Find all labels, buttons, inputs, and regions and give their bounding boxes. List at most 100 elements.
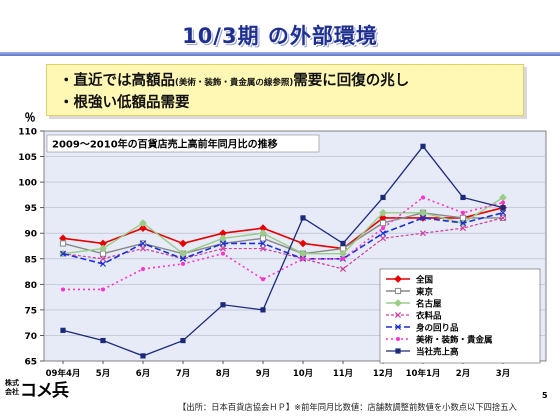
data-point: [260, 307, 266, 313]
y-tick-label: 70: [24, 332, 37, 342]
data-point: [180, 337, 186, 344]
data-point: [419, 214, 427, 221]
series-line: [62, 196, 504, 255]
data-point: [500, 205, 506, 211]
data-point: [394, 287, 402, 295]
data-point: [179, 239, 187, 248]
y-tick-label: 65: [24, 358, 37, 368]
data-point: [421, 195, 425, 200]
data-point: [139, 219, 147, 227]
x-tick-label: 12月: [373, 369, 393, 379]
data-point: [221, 251, 225, 256]
data-point: [139, 240, 147, 247]
data-point: [459, 225, 467, 232]
data-point: [60, 327, 66, 333]
data-point: [59, 250, 67, 257]
data-point: [219, 245, 227, 252]
data-point: [59, 240, 67, 247]
line-chart: 65 70 75 80 85 90 95 100 105 110 ％ 09年4月 5月 6月 7月 8月 9月 1…: [18, 111, 547, 379]
data-point: [339, 265, 347, 273]
title-divider: [0, 52, 560, 56]
bullet-1-main: ・直近では高額品: [59, 73, 175, 89]
page-number: 5: [542, 391, 548, 400]
legend-label: 名古屋: [416, 299, 442, 310]
data-point: [259, 240, 267, 247]
data-point: [394, 323, 402, 331]
data-point: [99, 244, 107, 253]
logo-mark: コメ兵: [20, 381, 69, 401]
y-tick-label: 100: [18, 179, 37, 189]
logo-small-text: 株式会社: [5, 379, 19, 396]
x-tick-label: 9月: [256, 369, 270, 379]
data-point: [299, 239, 307, 248]
x-tick-label: 6月: [136, 369, 150, 379]
legend-label: 全国: [415, 275, 433, 286]
data-point: [99, 255, 107, 262]
y-tick-label: 85: [24, 255, 37, 265]
x-tick-label: 2月: [456, 369, 470, 379]
data-point: [101, 287, 105, 292]
data-point: [141, 267, 145, 271]
data-point: [419, 208, 427, 217]
legend-label: 衣料品: [416, 311, 442, 322]
company-logo: 株式会社 コメ兵: [4, 379, 94, 401]
data-point: [61, 287, 65, 292]
data-point: [381, 226, 385, 231]
data-point: [419, 230, 427, 237]
data-point: [341, 256, 345, 261]
y-tick-label: 95: [24, 204, 37, 214]
source-note: 【出所：日本百貨店協会ＨＰ】※前年同月比数値：店舗数調整前数値を小数点以下四捨五…: [178, 402, 517, 412]
x-tick-label: 10月: [293, 369, 313, 379]
series-line: [62, 212, 504, 265]
series-line: [62, 206, 504, 250]
chart-title-box: [46, 134, 320, 153]
y-tick-label: 105: [18, 153, 37, 163]
legend-box: [379, 268, 541, 364]
data-point: [394, 275, 402, 283]
callout-bullet-2: ・根強い低額品需要: [59, 95, 190, 111]
y-tick-label: 80: [24, 281, 37, 291]
data-point: [219, 234, 227, 243]
data-point: [179, 249, 187, 258]
data-point: [140, 353, 146, 359]
data-point: [499, 209, 507, 216]
y-tick-label: 90: [24, 230, 37, 240]
callout-bullet-1: ・直近では高額品(美術・装飾・貴金属の線参照)需要に回復の兆し: [59, 69, 409, 90]
data-point: [300, 215, 306, 221]
data-point: [379, 219, 387, 227]
data-point: [261, 277, 265, 282]
data-point: [219, 240, 227, 247]
data-point: [100, 337, 106, 344]
data-point: [459, 219, 467, 227]
data-point: [379, 208, 387, 217]
data-point: [139, 224, 147, 233]
data-point: [379, 230, 387, 237]
data-point: [340, 240, 346, 247]
bullet-1-note: (美術・装飾・貴金属の線参照): [175, 78, 294, 88]
data-point: [501, 200, 505, 205]
legend-label: 当社売上高: [416, 347, 459, 358]
x-tick-label: 7月: [176, 369, 190, 379]
data-point: [379, 235, 387, 242]
data-point: [181, 261, 185, 266]
data-point: [460, 194, 466, 201]
x-tick-label: 10年1月: [406, 368, 441, 379]
series-line: [62, 212, 503, 255]
y-tick-label: 75: [24, 306, 37, 316]
x-tick-label: 5月: [96, 369, 110, 379]
legend-label: 東京: [416, 287, 434, 298]
data-point: [220, 302, 226, 308]
data-point: [380, 194, 386, 201]
data-point: [499, 214, 507, 221]
y-tick-label: 110: [18, 128, 37, 138]
data-point: [99, 260, 107, 267]
data-point: [179, 255, 187, 262]
chart-title: 2009～2010年の百貨店売上高前年同月比の推移: [52, 138, 278, 151]
summary-callout: ・直近では高額品(美術・装飾・貴金属の線参照)需要に回復の兆し ・根強い低額品需…: [46, 64, 524, 116]
y-axis-unit: ％: [25, 111, 36, 124]
series-line: [63, 196, 504, 291]
x-tick-label: 3月: [496, 369, 510, 379]
x-tick-label: 09年4月: [46, 368, 81, 379]
series-line: [62, 145, 504, 357]
legend-label: 美術・装飾・貴金属: [416, 335, 493, 346]
